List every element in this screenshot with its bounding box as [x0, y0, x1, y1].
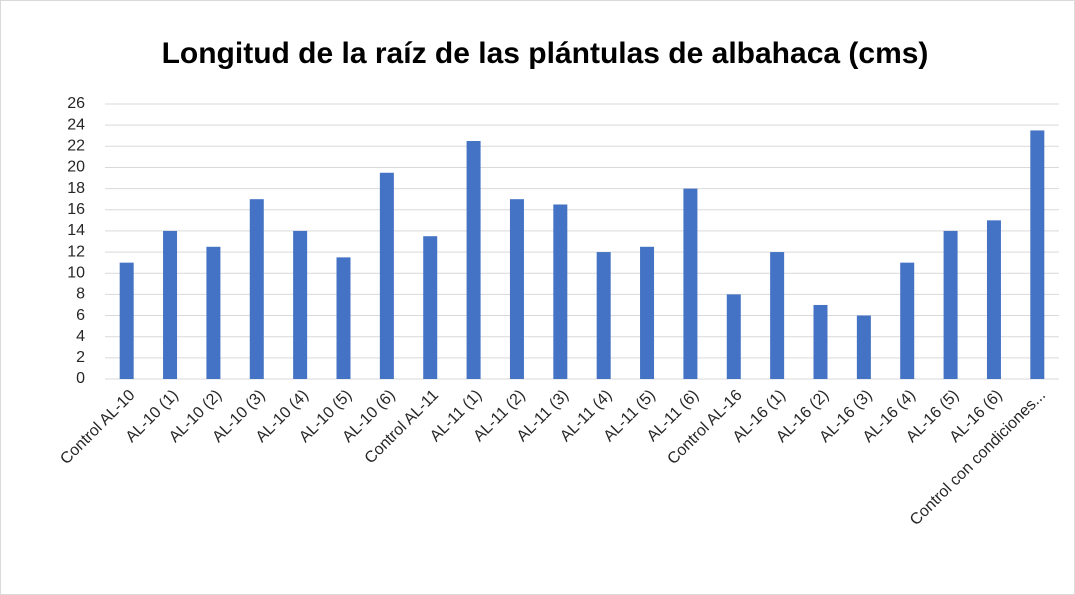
y-tick-label: 22	[67, 138, 85, 155]
y-tick-label: 6	[76, 307, 85, 324]
bar	[293, 230, 308, 379]
y-tick-label: 2	[76, 349, 85, 366]
bar	[163, 230, 178, 379]
bar	[683, 188, 698, 379]
y-tick-label: 10	[67, 264, 85, 281]
bar	[596, 252, 611, 379]
bar	[943, 230, 958, 379]
y-tick-label: 4	[76, 328, 85, 345]
bar	[379, 172, 394, 379]
y-tick-label: 8	[76, 286, 85, 303]
y-tick-label: 20	[67, 159, 85, 176]
bar	[423, 236, 438, 379]
y-tick-label: 14	[67, 222, 85, 239]
bar	[770, 252, 785, 379]
bar	[509, 199, 524, 379]
chart-title: Longitud de la raíz de las plántulas de …	[162, 37, 929, 70]
bar	[553, 204, 568, 379]
bar	[856, 315, 871, 379]
y-tick-label: 26	[67, 95, 85, 112]
bar	[726, 294, 741, 379]
bar	[640, 246, 655, 379]
y-tick-label: 12	[67, 243, 85, 260]
y-tick-label: 24	[67, 116, 85, 133]
bar	[119, 262, 134, 379]
y-tick-label: 18	[67, 180, 85, 197]
bar	[1030, 130, 1045, 379]
bar	[813, 304, 828, 379]
y-tick-label: 16	[67, 201, 85, 218]
bar	[900, 262, 915, 379]
bar	[336, 257, 351, 379]
bar	[249, 199, 264, 379]
bar	[986, 220, 1001, 379]
y-tick-label: 0	[76, 370, 85, 387]
bar	[206, 246, 221, 379]
bar	[466, 141, 481, 379]
